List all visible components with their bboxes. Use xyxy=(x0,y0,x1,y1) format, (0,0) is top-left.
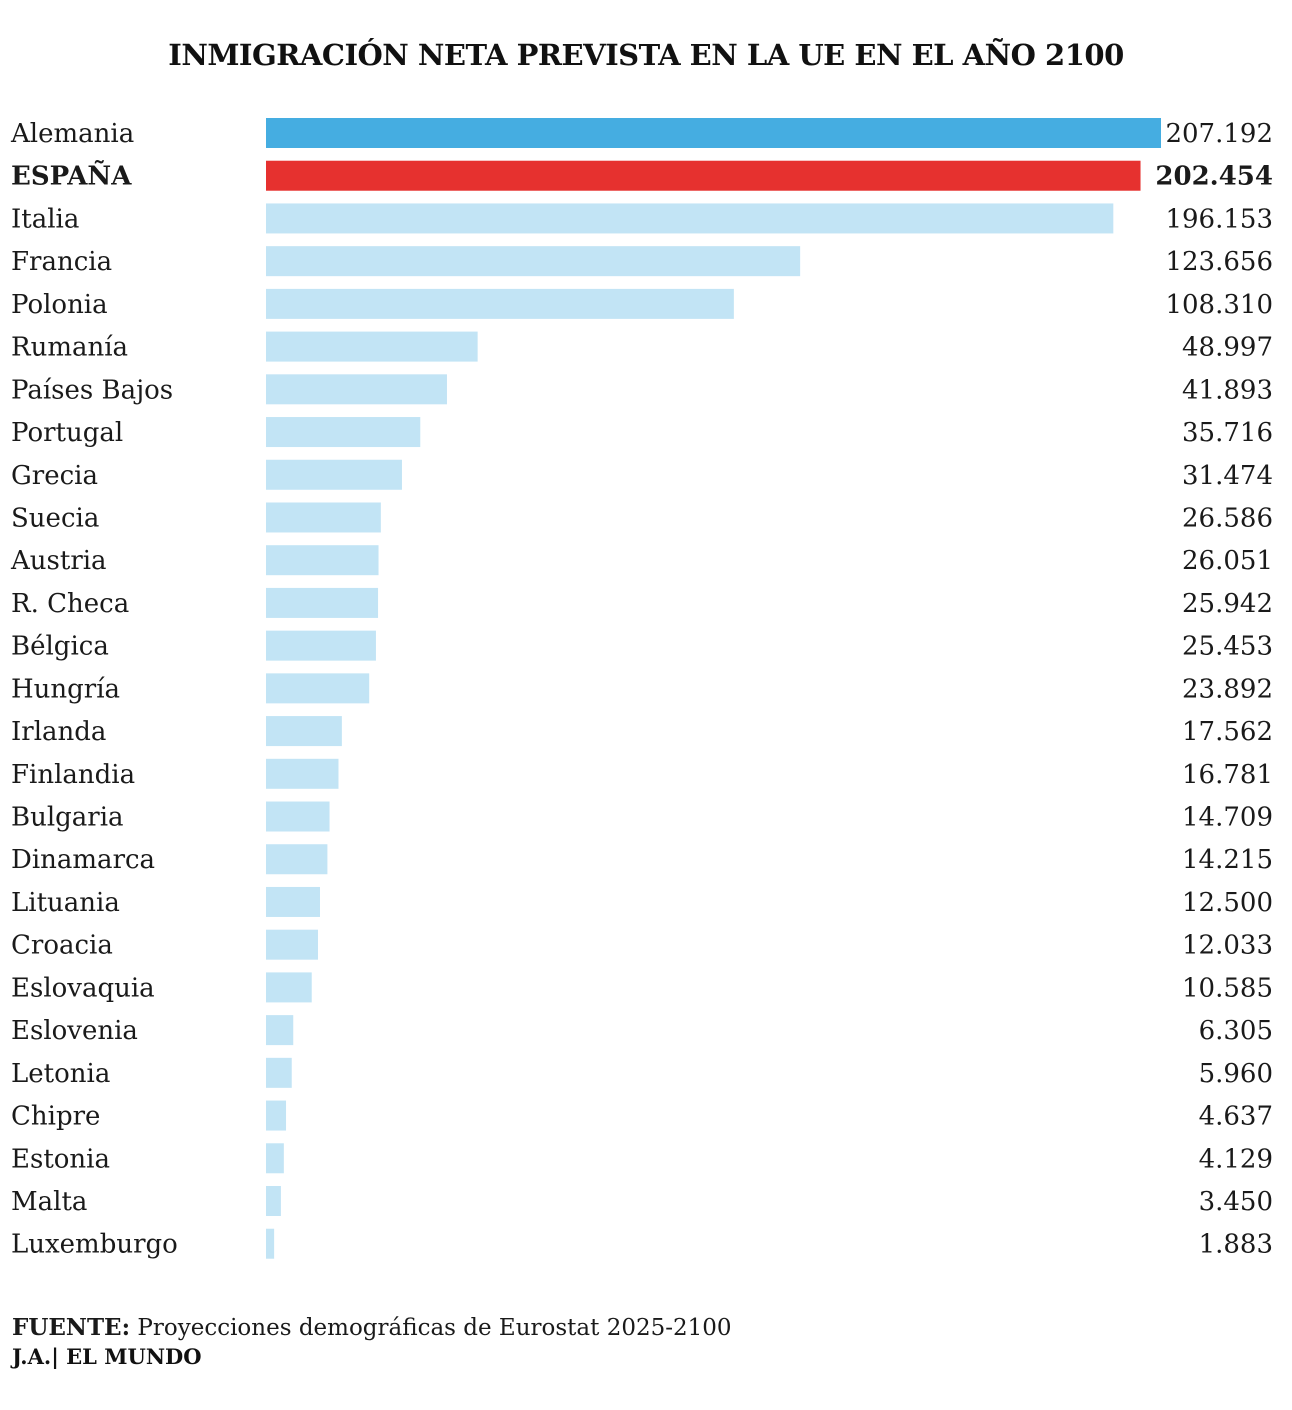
credit: J.A.| EL MUNDO xyxy=(12,1344,202,1369)
value-label-luxemburgo: 1.883 xyxy=(1199,1230,1273,1260)
bar-lituania xyxy=(266,886,320,917)
bar-suecia xyxy=(266,502,381,533)
category-label-eslovenia: Eslovenia xyxy=(11,1016,138,1046)
value-label-eslovaquia: 10.585 xyxy=(1182,973,1273,1003)
bar-belgica xyxy=(266,630,376,661)
bar-eslovaquia xyxy=(266,972,312,1003)
bar-chipre xyxy=(266,1100,287,1131)
category-label-r-checa: R. Checa xyxy=(11,589,129,619)
category-label-dinamarca: Dinamarca xyxy=(11,845,155,875)
value-label-bulgaria: 14.709 xyxy=(1182,803,1273,833)
bar-austria xyxy=(266,545,379,576)
bar-luxemburgo xyxy=(266,1228,275,1259)
category-label-belgica: Bélgica xyxy=(11,632,109,662)
value-label-croacia: 12.033 xyxy=(1182,931,1273,961)
category-label-hungria: Hungría xyxy=(11,674,120,704)
category-label-irlanda: Irlanda xyxy=(11,717,106,747)
category-label-luxemburgo: Luxemburgo xyxy=(11,1230,178,1260)
category-label-francia: Francia xyxy=(11,247,112,277)
bar-eslovenia xyxy=(266,1015,294,1046)
value-label-rumania: 48.997 xyxy=(1182,333,1273,363)
category-label-alemania: Alemania xyxy=(10,119,134,149)
value-label-suecia: 26.586 xyxy=(1182,503,1273,533)
value-label-espana: 202.454 xyxy=(1155,162,1273,192)
bar-letonia xyxy=(266,1057,292,1088)
value-label-finlandia: 16.781 xyxy=(1182,760,1273,790)
bar-italia xyxy=(266,203,1114,234)
bar-hungria xyxy=(266,673,370,704)
bar-paises-bajos xyxy=(266,374,447,405)
category-label-grecia: Grecia xyxy=(11,461,98,491)
value-label-belgica: 25.453 xyxy=(1182,632,1273,662)
category-label-polonia: Polonia xyxy=(11,290,108,320)
bar-grecia xyxy=(266,459,402,490)
bar-alemania xyxy=(266,118,1161,148)
category-label-italia: Italia xyxy=(11,204,79,234)
bar-estonia xyxy=(266,1143,284,1174)
source-label: FUENTE: xyxy=(12,1314,131,1341)
value-label-francia: 123.656 xyxy=(1165,247,1273,277)
category-label-austria: Austria xyxy=(10,546,107,576)
value-label-irlanda: 17.562 xyxy=(1182,717,1273,747)
category-label-lituania: Lituania xyxy=(11,888,120,918)
value-label-grecia: 31.474 xyxy=(1182,461,1273,491)
value-label-malta: 3.450 xyxy=(1199,1187,1273,1217)
value-label-letonia: 5.960 xyxy=(1199,1059,1273,1089)
value-label-polonia: 108.310 xyxy=(1165,290,1273,320)
category-label-suecia: Suecia xyxy=(11,503,99,533)
category-label-eslovaquia: Eslovaquia xyxy=(11,973,155,1003)
value-label-austria: 26.051 xyxy=(1182,546,1273,576)
category-label-letonia: Letonia xyxy=(11,1059,110,1089)
bar-bulgaria xyxy=(266,801,330,832)
source-text: Proyecciones demográficas de Eurostat 20… xyxy=(137,1315,732,1341)
bar-finlandia xyxy=(266,758,339,789)
value-label-dinamarca: 14.215 xyxy=(1182,845,1273,875)
bar-malta xyxy=(266,1186,281,1216)
bar-rumania xyxy=(266,331,478,362)
value-label-lituania: 12.500 xyxy=(1182,888,1273,918)
category-label-espana: ESPAÑA xyxy=(11,160,132,192)
source-note: FUENTE: Proyecciones demográficas de Eur… xyxy=(12,1314,732,1341)
value-label-portugal: 35.716 xyxy=(1182,418,1273,448)
value-label-alemania: 207.192 xyxy=(1165,119,1273,149)
category-label-chipre: Chipre xyxy=(11,1102,100,1132)
bar-dinamarca xyxy=(266,844,328,875)
bar-francia xyxy=(266,246,801,277)
value-label-italia: 196.153 xyxy=(1165,204,1273,234)
bar-croacia xyxy=(266,929,318,960)
category-label-paises-bajos: Países Bajos xyxy=(11,375,173,405)
value-label-hungria: 23.892 xyxy=(1182,674,1273,704)
category-label-rumania: Rumanía xyxy=(11,333,128,363)
bar-irlanda xyxy=(266,716,342,747)
category-label-finlandia: Finlandia xyxy=(11,760,135,790)
bar-r-checa xyxy=(266,587,379,618)
category-label-bulgaria: Bulgaria xyxy=(11,803,124,833)
category-label-malta: Malta xyxy=(11,1187,87,1217)
bar-chart: Alemania 207.192 ESPAÑA 202.454 Italia 196.15… xyxy=(10,118,1273,1260)
bar-portugal xyxy=(266,417,421,448)
category-label-estonia: Estonia xyxy=(11,1144,110,1174)
value-label-chipre: 4.637 xyxy=(1199,1102,1273,1132)
value-label-r-checa: 25.942 xyxy=(1182,589,1273,619)
chart-title: INMIGRACIÓN NETA PREVISTA EN LA UE EN EL… xyxy=(168,38,1124,72)
bar-espana xyxy=(266,160,1141,191)
value-label-eslovenia: 6.305 xyxy=(1199,1016,1273,1046)
value-label-estonia: 4.129 xyxy=(1199,1144,1273,1174)
category-label-portugal: Portugal xyxy=(11,418,123,448)
bar-polonia xyxy=(266,288,734,319)
value-label-paises-bajos: 41.893 xyxy=(1182,375,1273,405)
category-label-croacia: Croacia xyxy=(11,931,113,961)
